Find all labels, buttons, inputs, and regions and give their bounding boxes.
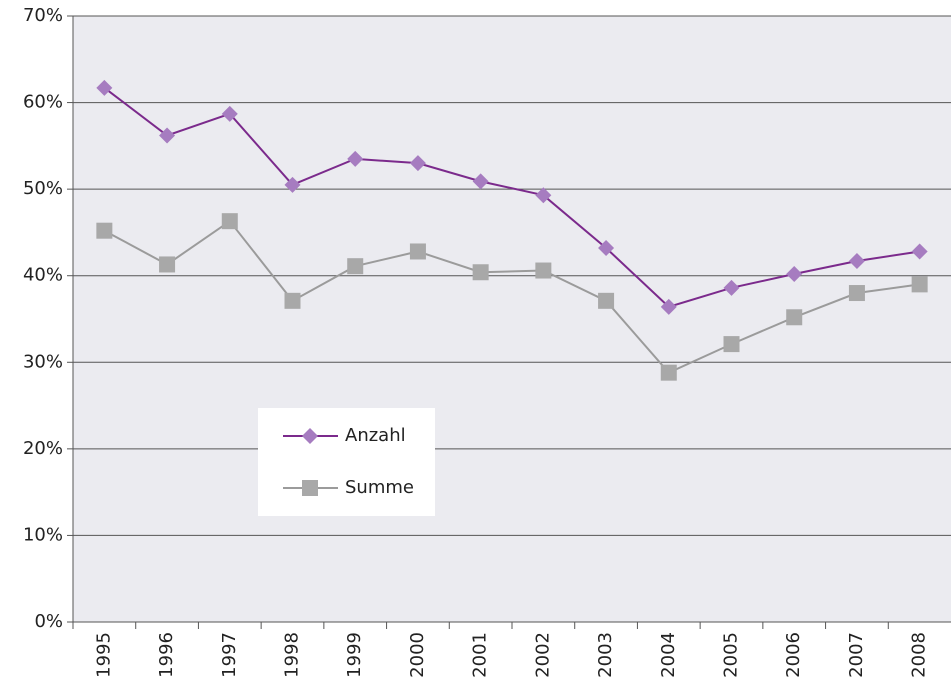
marker <box>598 292 615 309</box>
marker <box>598 240 615 257</box>
x-tick-label: 2001 <box>470 632 491 678</box>
marker <box>284 292 301 309</box>
legend-label: Anzahl <box>345 425 406 446</box>
x-tick-label: 1995 <box>93 632 114 678</box>
marker <box>96 79 113 96</box>
y-tick-label: 30% <box>23 351 63 372</box>
marker <box>409 243 426 260</box>
marker <box>911 243 928 260</box>
marker <box>786 265 803 282</box>
marker <box>221 105 238 122</box>
x-tick-label: 2007 <box>846 632 867 678</box>
marker <box>409 155 426 172</box>
x-tick-label: 2008 <box>909 632 930 678</box>
legend-label: Summe <box>345 477 414 498</box>
y-tick-label: 20% <box>23 438 63 459</box>
x-tick-label: 2006 <box>783 632 804 678</box>
marker <box>660 364 677 381</box>
x-tick-label: 2000 <box>407 632 428 678</box>
marker <box>221 213 238 230</box>
marker <box>848 285 865 302</box>
y-tick-label: 70% <box>23 5 63 26</box>
x-tick-label: 1998 <box>282 632 303 678</box>
x-tick-label: 2002 <box>532 632 553 678</box>
marker <box>96 222 113 239</box>
x-tick-label: 1996 <box>156 632 177 678</box>
y-tick-label: 10% <box>23 524 63 545</box>
marker <box>723 279 740 296</box>
marker <box>159 256 176 273</box>
marker <box>472 173 489 190</box>
y-tick-label: 0% <box>34 611 63 632</box>
marker <box>284 176 301 193</box>
marker <box>848 252 865 269</box>
marker <box>723 336 740 353</box>
marker <box>786 309 803 326</box>
legend-box <box>258 408 435 516</box>
series-line <box>103 87 920 309</box>
marker <box>911 276 928 293</box>
x-tick-label: 2004 <box>658 632 679 678</box>
plot-area <box>73 16 951 622</box>
y-tick-label: 50% <box>23 178 63 199</box>
x-tick-label: 2003 <box>595 632 616 678</box>
marker <box>535 187 552 204</box>
marker <box>660 298 677 315</box>
marker <box>472 264 489 281</box>
legend-marker <box>302 428 318 444</box>
x-tick-label: 2005 <box>721 632 742 678</box>
x-tick-label: 1999 <box>344 632 365 678</box>
y-tick-label: 60% <box>23 92 63 113</box>
legend-marker <box>302 480 318 496</box>
marker <box>159 127 176 144</box>
marker <box>347 150 364 167</box>
series-line <box>103 219 920 374</box>
x-tick-label: 1997 <box>219 632 240 678</box>
y-tick-label: 40% <box>23 265 63 286</box>
marker <box>535 262 552 279</box>
marker <box>347 258 364 275</box>
